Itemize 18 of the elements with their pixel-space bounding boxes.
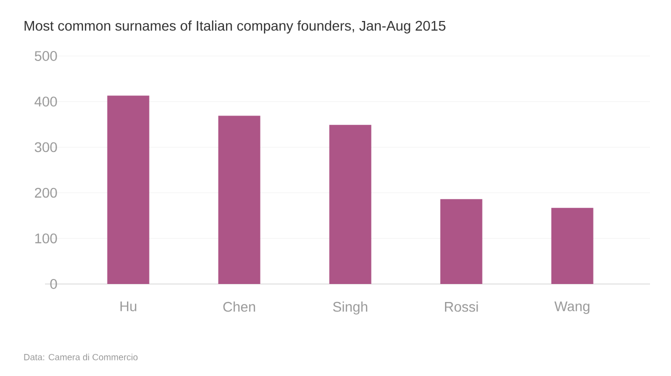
bar <box>218 116 260 284</box>
bar <box>329 124 372 284</box>
bar <box>440 199 482 284</box>
x-tick-label: Wang <box>554 302 590 314</box>
x-tick-label: Chen <box>223 302 256 312</box>
y-tick-label: 300 <box>34 142 57 152</box>
x-tick-label: Hu <box>120 302 136 312</box>
chart-title: Most common surnames of Italian company founders, Jan-Aug 2015 <box>24 20 446 34</box>
y-tick-label: 200 <box>34 188 57 198</box>
y-tick-label: 100 <box>35 233 57 244</box>
y-tick-label: 400 <box>34 96 57 107</box>
text: Data: Camera di Commercio <box>24 354 138 360</box>
x-tick-label: Rossi <box>445 302 478 312</box>
bar <box>107 96 150 284</box>
x-tick-label: Singh <box>333 302 368 315</box>
bar <box>551 208 594 284</box>
y-tick-label: 0 <box>50 279 57 289</box>
y-tick-label: 500 <box>34 51 57 61</box>
